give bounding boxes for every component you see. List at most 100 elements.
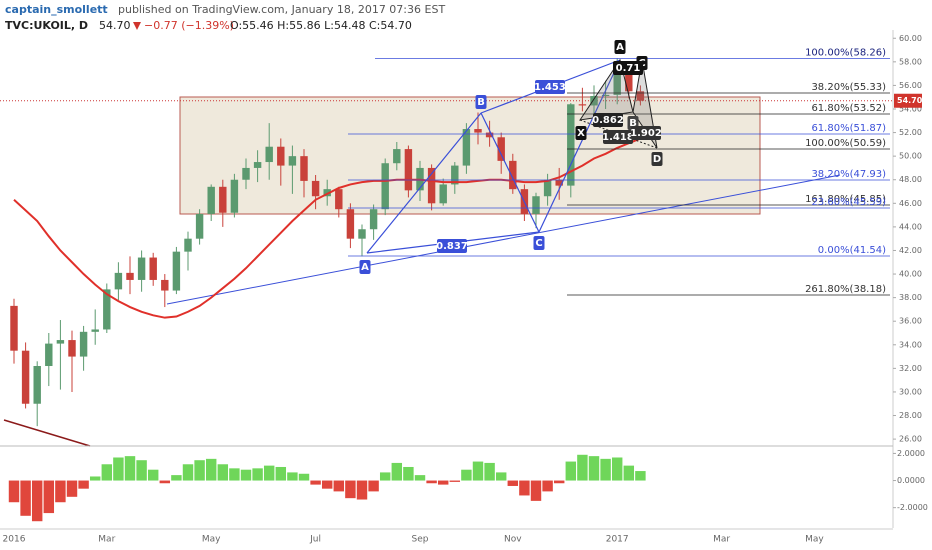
fib-label: 23.60%(45.59) — [811, 197, 886, 208]
candle-body — [590, 96, 598, 106]
x-tick-label: Sep — [412, 535, 429, 545]
label-box — [613, 61, 643, 75]
y-tick-label: 46.00 — [899, 199, 922, 208]
osc-bar — [391, 462, 403, 481]
candle-body — [404, 149, 413, 191]
y-tick-label: 56.00 — [899, 81, 922, 90]
osc-bar — [368, 480, 379, 492]
pattern-label: 0.837 — [436, 241, 468, 252]
pattern-label: X — [577, 128, 585, 139]
pattern-line — [480, 112, 540, 233]
y-tick-label: 26.00 — [899, 435, 922, 444]
candle-body — [451, 165, 459, 185]
pattern-label: A — [361, 262, 369, 273]
y-tick-label: 38.00 — [899, 293, 922, 302]
candle-body — [625, 72, 633, 92]
osc-bar — [298, 473, 310, 481]
osc-bar — [484, 462, 495, 481]
candle-body — [288, 156, 297, 166]
moving-average — [13, 137, 641, 319]
symbol: TVC:UKOIL, D — [5, 19, 88, 32]
osc-bar — [379, 472, 391, 481]
candle-body — [427, 167, 436, 204]
candle-body — [10, 305, 18, 351]
label-box — [437, 239, 467, 253]
fib-label: 38.20%(55.33) — [811, 82, 886, 93]
osc-bar — [20, 480, 31, 516]
candle-body — [369, 209, 378, 230]
y-tick-label: 52.00 — [899, 128, 922, 137]
last-price: 54.70 — [99, 19, 131, 32]
fib-label: 261.80%(38.18) — [805, 284, 886, 295]
candle-body — [172, 251, 181, 291]
pattern-label: D — [653, 154, 661, 165]
osc-bar — [147, 469, 159, 481]
pattern-line — [366, 112, 482, 254]
candle-body — [265, 146, 273, 163]
candle-body — [56, 340, 65, 344]
author[interactable]: captain_smollett — [5, 3, 108, 16]
candle-body — [636, 91, 645, 101]
osc-bar — [495, 472, 507, 481]
x-tick-label: Mar — [98, 535, 115, 545]
y-tick-label: 28.00 — [899, 411, 922, 420]
osc-bar — [472, 461, 484, 481]
candle-body — [555, 179, 563, 186]
osc-bar — [89, 476, 101, 481]
osc-bar — [194, 460, 205, 481]
osc-bar — [159, 480, 171, 484]
x-tick-label: Jul — [309, 535, 321, 545]
osc-bar — [588, 456, 600, 481]
candle-body — [149, 257, 157, 280]
fib-label: 61.80%(53.52) — [811, 103, 886, 114]
osc-bar — [263, 465, 275, 481]
y2-tick-label: 2.0000 — [897, 449, 925, 458]
candle-body — [509, 160, 517, 190]
candle-body — [358, 229, 366, 239]
pattern-label: 0.71 — [616, 63, 641, 74]
y-tick-label: 50.00 — [899, 152, 922, 161]
candle-body — [439, 184, 447, 204]
osc-bar — [600, 458, 611, 481]
candle-body — [462, 129, 471, 166]
candle-body — [219, 186, 227, 213]
pattern-label: A — [616, 42, 624, 53]
y-tick-label: 44.00 — [899, 222, 922, 231]
candle-body — [474, 129, 482, 133]
trend-line — [3, 419, 91, 447]
osc-bar — [414, 475, 426, 481]
candle-body — [277, 146, 285, 166]
osc-bar — [530, 480, 542, 501]
label-box — [651, 152, 663, 166]
label-box — [533, 236, 545, 250]
label-box — [475, 95, 487, 109]
osc-bar — [333, 480, 345, 492]
candle-body — [381, 163, 389, 210]
osc-bar — [31, 480, 43, 522]
osc-bar — [461, 469, 472, 481]
x-tick-label: 2016 — [3, 535, 26, 545]
ohlc: O:55.46 H:55.86 L:54.48 C:54.70 — [230, 19, 412, 32]
price-tag-label: 54.70 — [897, 96, 923, 105]
candle-body — [161, 279, 169, 291]
candle-body — [114, 272, 123, 290]
candle-body — [126, 272, 134, 280]
y-tick-label: 40.00 — [899, 270, 922, 279]
trend-line — [166, 174, 841, 305]
x-tick-label: May — [805, 535, 824, 545]
label-box — [603, 130, 633, 144]
published: published on TradingView.com, January 18… — [118, 3, 445, 16]
header: captain_smollett published on TradingVie… — [5, 3, 445, 32]
osc-bar — [611, 457, 623, 481]
candle-body — [79, 331, 88, 357]
label-box — [593, 113, 623, 127]
pattern-line — [538, 59, 621, 233]
pattern-label: B — [477, 97, 485, 108]
osc-bar — [66, 480, 78, 497]
candle-body — [543, 179, 552, 197]
osc-bar — [635, 471, 646, 481]
candle-body — [91, 329, 99, 332]
osc-bar — [113, 457, 124, 481]
label-box — [631, 126, 661, 140]
